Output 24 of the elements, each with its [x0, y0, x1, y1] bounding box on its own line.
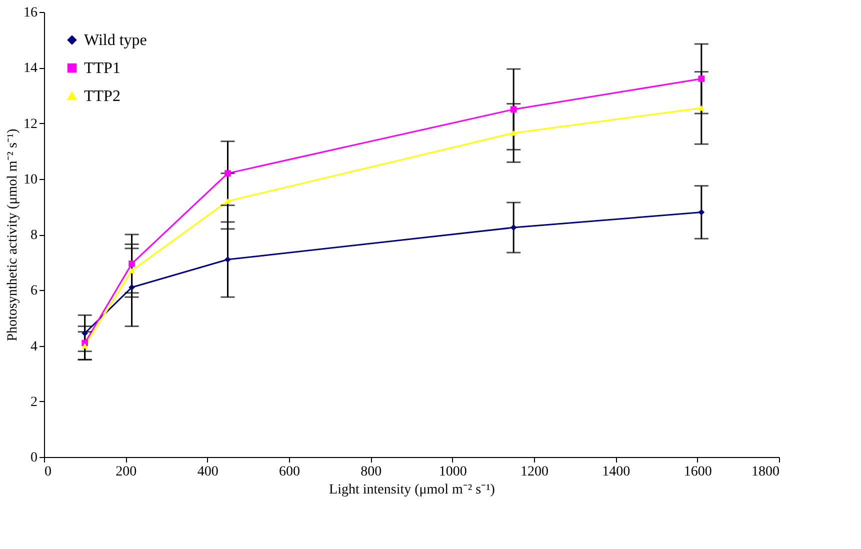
y-tick-label: 0 — [30, 450, 38, 466]
y-axis-title: Photosynthetic activity (μmol m⁻² s⁻¹) — [6, 128, 20, 342]
x-tick-label: 1200 — [520, 464, 548, 480]
x-tick-label: 0 — [44, 464, 52, 480]
x-tick-label: 200 — [116, 464, 137, 480]
legend-label: TTP1 — [84, 60, 120, 77]
legend-label: Wild type — [84, 32, 147, 49]
y-tick-label: 4 — [30, 339, 38, 354]
y-tick-label: 12 — [24, 116, 38, 132]
x-tick-label: 1000 — [438, 464, 467, 480]
y-tick-label: 16 — [24, 6, 38, 20]
y-tick-label: 2 — [30, 394, 38, 410]
legend-label: TTP2 — [84, 88, 120, 105]
x-tick-label: 1600 — [684, 464, 712, 480]
y-tick-label: 6 — [30, 284, 38, 299]
x-tick-label: 1800 — [752, 464, 780, 480]
x-tick-label: 1400 — [602, 464, 630, 480]
y-tick-label: 10 — [24, 172, 38, 188]
x-tick-label: 800 — [360, 464, 382, 480]
x-axis-title: Light intensity (μmol m⁻² s⁻¹) — [329, 482, 496, 498]
y-tick-label: 8 — [30, 228, 38, 243]
x-tick-label: 400 — [197, 464, 218, 480]
y-tick-label: 14 — [24, 61, 38, 76]
x-tick-label: 600 — [279, 464, 300, 480]
